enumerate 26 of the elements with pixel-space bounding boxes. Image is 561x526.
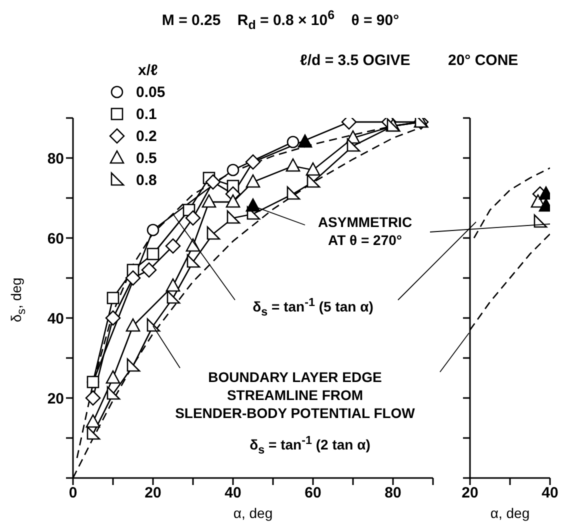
x-tick-label: 20: [462, 484, 478, 502]
y-tick-label: 40: [47, 310, 64, 328]
annotation: ASYMMETRIC AT θ = 270°: [316, 213, 414, 249]
legend-label: 0.5: [136, 150, 157, 166]
y-tick-label: 20: [47, 390, 64, 408]
x-axis-title: α, deg: [232, 505, 274, 521]
legend-label: 0.2: [136, 128, 157, 144]
chart-title: M = 0.25 R$_{d}$ = 0.8 × 10$^{6}$ θ = 90°: [162, 8, 400, 32]
x-tick-label: 80: [384, 484, 402, 502]
legend-label: 0.05: [136, 84, 166, 100]
x-tick-label: 40: [224, 484, 242, 502]
annotation: δ$_{s}$ = tan$^{-1}$ (5 tan α): [252, 295, 374, 320]
x-tick-label: 20: [144, 484, 162, 502]
x-axis-title: α, deg: [489, 505, 531, 521]
y-tick-label: 60: [47, 230, 64, 248]
chart-subtitle: 20° CONE: [448, 52, 518, 69]
chart-subtitle: ℓ/d = 3.5 OGIVE: [300, 52, 410, 69]
x-tick-label: 0: [68, 484, 78, 502]
y-tick-label: 80: [47, 150, 64, 168]
legend-label: 0.1: [136, 106, 157, 122]
x-tick-label: 60: [304, 484, 322, 502]
legend-title: x/ℓ: [137, 62, 159, 79]
x-tick-label: 40: [542, 484, 558, 502]
annotation: δ$_{s}$ = tan$^{-1}$ (2 tan α): [248, 433, 372, 458]
legend-label: 0.8: [136, 172, 157, 188]
annotation: BOUNDARY LAYER EDGE STREAMLINE FROM SLENDER-BODY POTENTIAL FLOW: [174, 368, 416, 422]
